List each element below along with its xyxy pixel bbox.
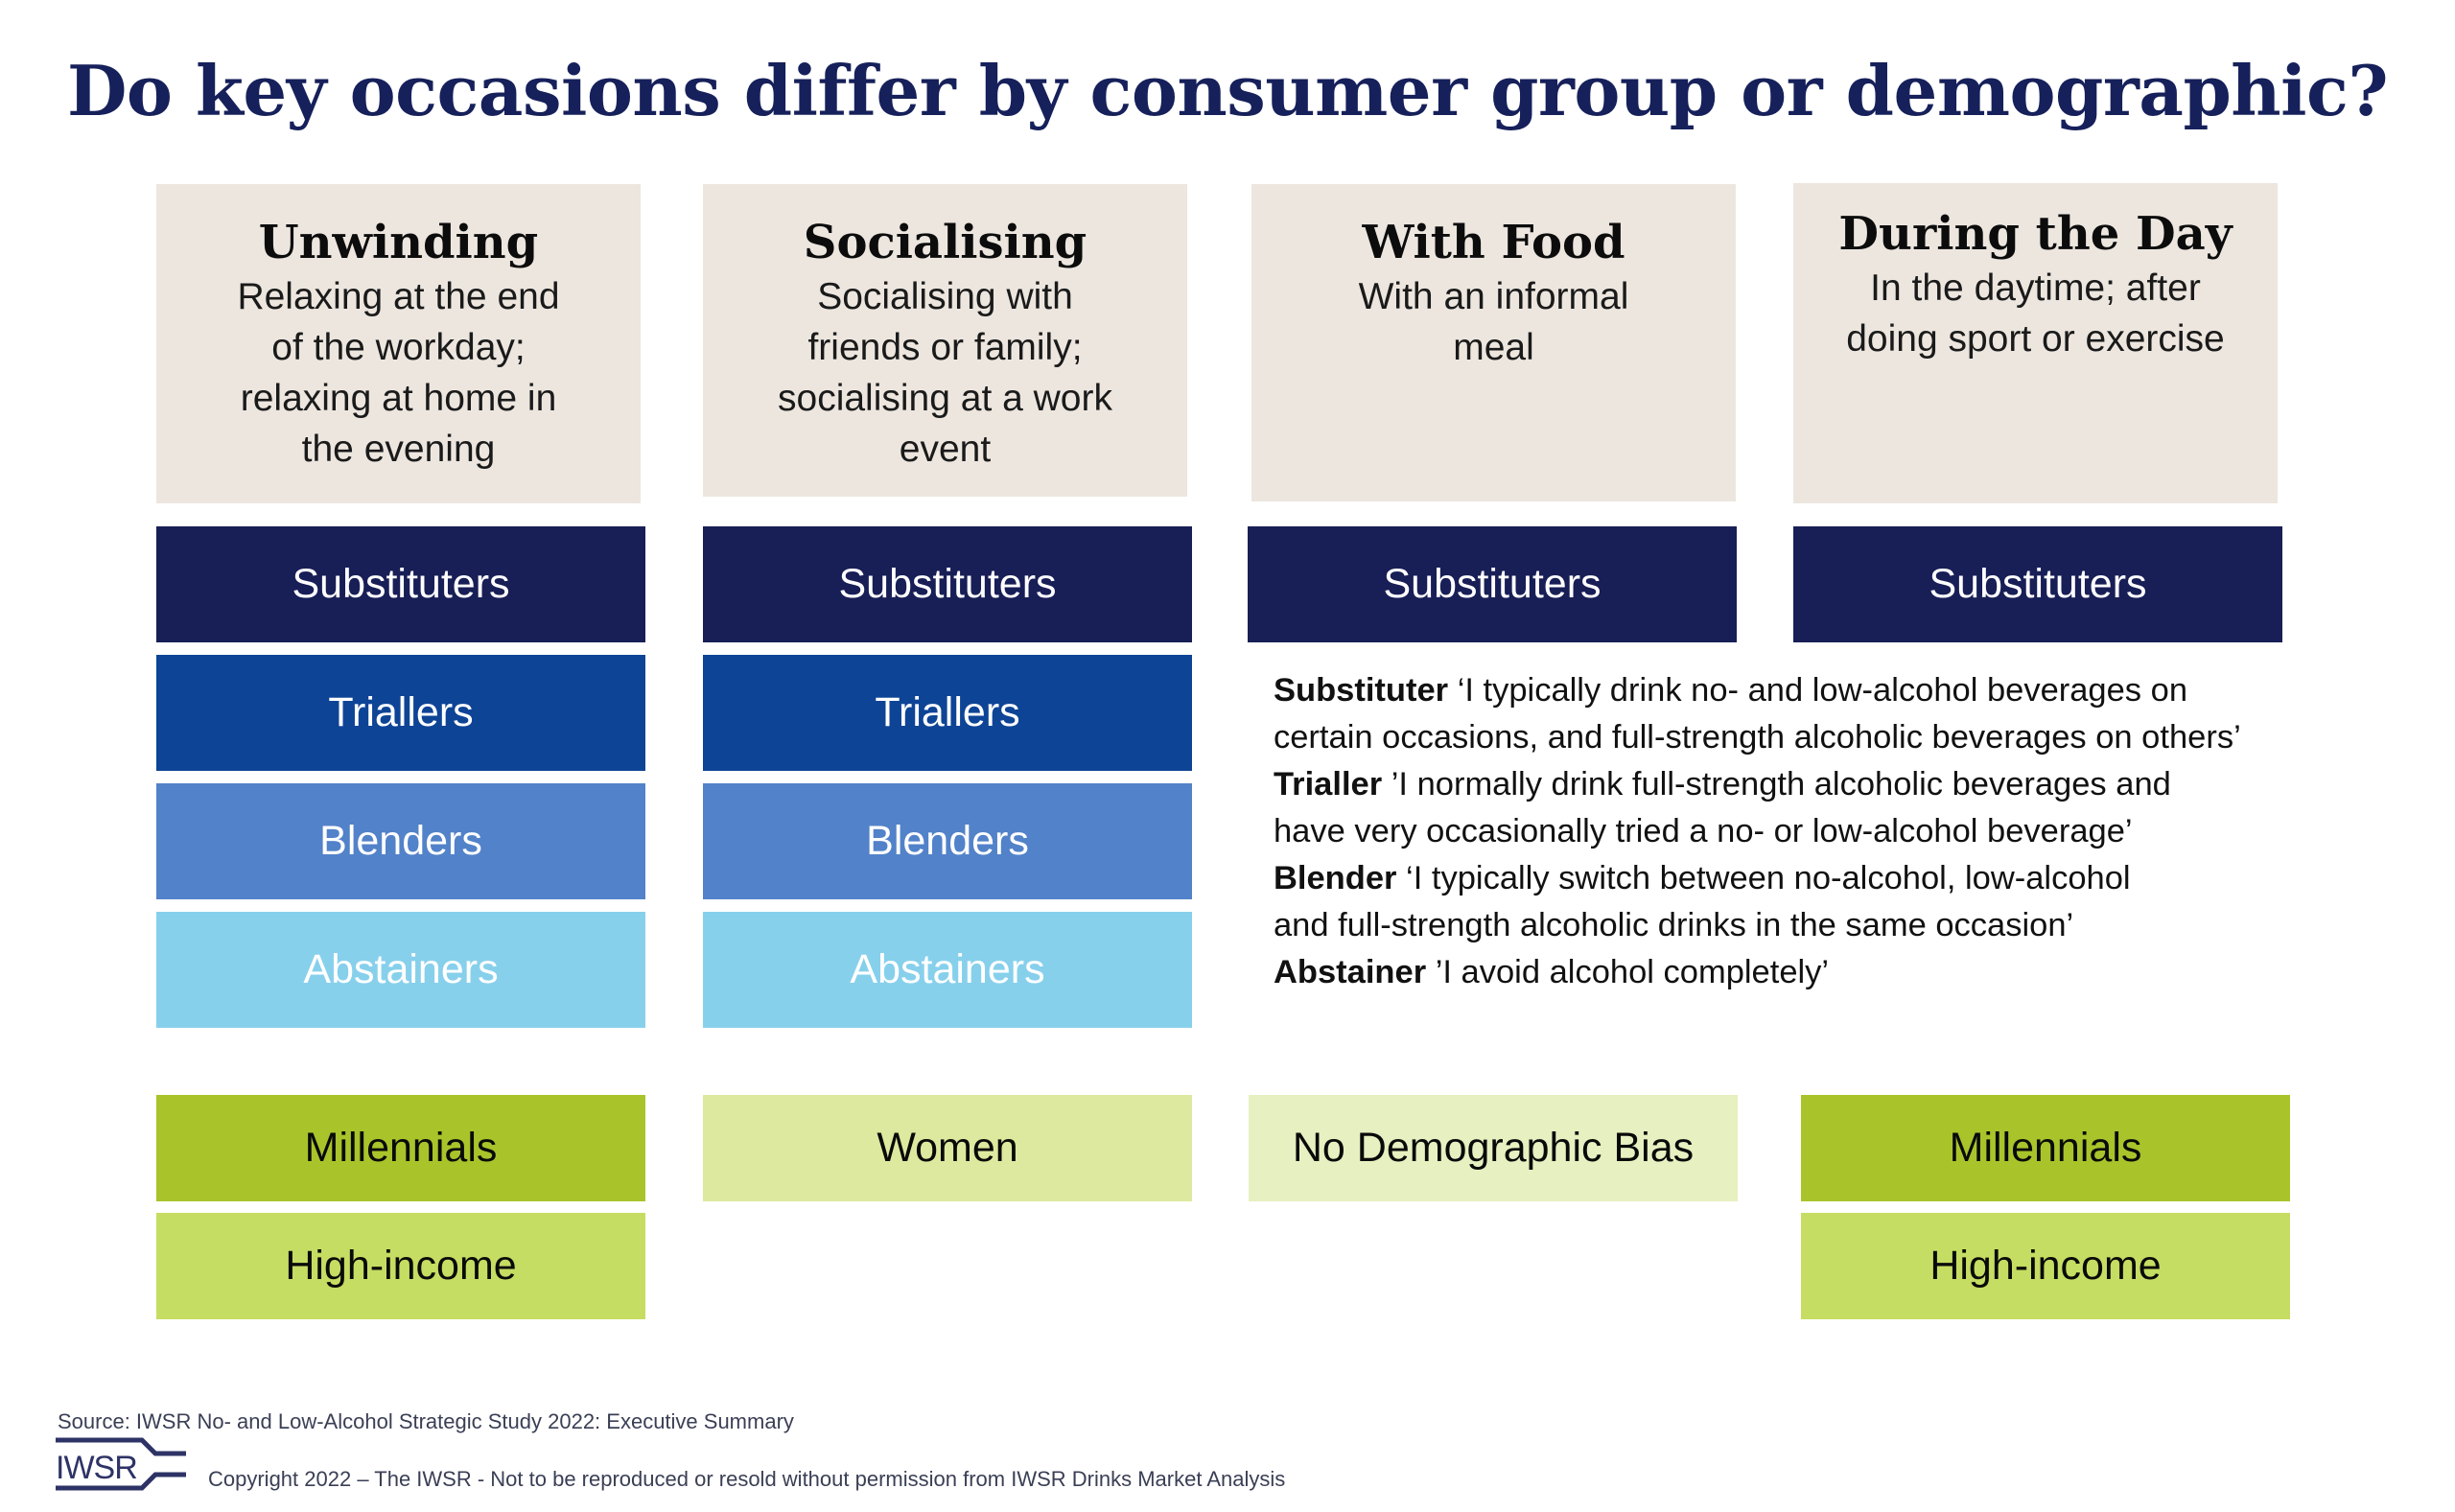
- occasion-heading: Socialising: [803, 216, 1087, 269]
- demographic-high-income: High-income: [1801, 1213, 2290, 1319]
- demographic-high-income: High-income: [156, 1213, 645, 1319]
- occasion-card-socialising: Socialising Socialising with friends or …: [703, 184, 1187, 497]
- definition-term: Blender: [1274, 860, 1397, 896]
- definition-text: ‘I typically switch between no-alcohol, …: [1406, 860, 2131, 896]
- description-line: of the workday;: [271, 327, 526, 368]
- occasion-heading: With Food: [1362, 216, 1625, 269]
- group-label: Substituters: [838, 561, 1057, 607]
- group-blenders: Blenders: [703, 783, 1192, 899]
- group-abstainers: Abstainers: [156, 912, 645, 1028]
- group-label: Blenders: [319, 818, 482, 864]
- definition-line: certain occasions, and full-strength alc…: [1274, 719, 2241, 756]
- description-line: Relaxing at the end: [237, 276, 560, 317]
- demographic-millennials: Millennials: [156, 1095, 645, 1201]
- definition-term: Substituter: [1274, 672, 1449, 709]
- description-line: relaxing at home in: [240, 378, 557, 419]
- definition-term: Trialler: [1274, 766, 1383, 803]
- demographic-label: High-income: [285, 1243, 517, 1289]
- occasion-card-during-the-day: During the Day In the daytime; after doi…: [1793, 183, 2278, 503]
- group-label: Triallers: [875, 689, 1020, 735]
- demographic-label: Women: [877, 1125, 1018, 1171]
- demographic-millennials: Millennials: [1801, 1095, 2290, 1201]
- definition-text: ’I normally drink full-strength alcoholi…: [1391, 766, 2171, 803]
- source-note: Source: IWSR No- and Low-Alcohol Strateg…: [58, 1409, 794, 1433]
- group-triallers: Triallers: [156, 655, 645, 771]
- occasion-description: Relaxing at the end of the workday; rela…: [156, 271, 641, 475]
- group-label: Abstainers: [303, 946, 499, 992]
- occasion-description: In the daytime; after doing sport or exe…: [1793, 263, 2278, 364]
- demographic-no-bias: No Demographic Bias: [1249, 1095, 1738, 1201]
- description-line: the evening: [301, 429, 496, 470]
- description-line: Socialising with: [817, 276, 1073, 317]
- demographic-label: High-income: [1929, 1243, 2162, 1289]
- demographic-label: No Demographic Bias: [1292, 1125, 1695, 1171]
- consumer-group-definitions: Substituter ‘I typically drink no- and l…: [1274, 667, 2328, 996]
- group-blenders: Blenders: [156, 783, 645, 899]
- group-substituters: Substituters: [703, 526, 1192, 642]
- description-line: In the daytime; after: [1870, 268, 2201, 309]
- group-label: Abstainers: [850, 946, 1045, 992]
- definition-line: Trialler ’I normally drink full-strength…: [1274, 761, 2328, 808]
- group-triallers: Triallers: [703, 655, 1192, 771]
- definition-text: ’I avoid alcohol completely’: [1435, 954, 1830, 990]
- description-line: doing sport or exercise: [1846, 318, 2225, 360]
- group-label: Substituters: [292, 561, 510, 607]
- iwsr-logo-text: IWSR: [56, 1450, 138, 1486]
- description-line: meal: [1453, 327, 1534, 368]
- definition-line: and full-strength alcoholic drinks in th…: [1274, 907, 2074, 943]
- description-line: event: [899, 429, 992, 470]
- group-substituters: Substituters: [156, 526, 645, 642]
- description-line: With an informal: [1358, 276, 1629, 317]
- demographic-label: Millennials: [304, 1125, 498, 1171]
- occasion-card-unwinding: Unwinding Relaxing at the end of the wor…: [156, 184, 641, 503]
- definition-line: have very occasionally tried a no- or lo…: [1274, 813, 2133, 849]
- group-abstainers: Abstainers: [703, 912, 1192, 1028]
- definition-term: Abstainer: [1274, 954, 1427, 990]
- occasion-heading: Unwinding: [258, 216, 539, 269]
- group-substituters: Substituters: [1248, 526, 1737, 642]
- demographic-label: Millennials: [1949, 1125, 2142, 1171]
- description-line: socialising at a work: [778, 378, 1112, 419]
- occasion-description: With an informal meal: [1251, 271, 1736, 373]
- definition-line: Abstainer ’I avoid alcohol completely’: [1274, 949, 2328, 996]
- group-label: Substituters: [1383, 561, 1602, 607]
- group-label: Blenders: [866, 818, 1029, 864]
- occasion-description: Socialising with friends or family; soci…: [703, 271, 1187, 475]
- definition-line: Blender ‘I typically switch between no-a…: [1274, 855, 2328, 902]
- definition-text: ‘I typically drink no- and low-alcohol b…: [1457, 672, 2188, 709]
- demographic-women: Women: [703, 1095, 1192, 1201]
- definition-line: Substituter ‘I typically drink no- and l…: [1274, 667, 2328, 714]
- description-line: friends or family;: [807, 327, 1083, 368]
- occasion-card-with-food: With Food With an informal meal: [1251, 184, 1736, 501]
- copyright-note: Copyright 2022 – The IWSR - Not to be re…: [208, 1467, 1286, 1491]
- group-label: Substituters: [1929, 561, 2147, 607]
- page-title: Do key occasions differ by consumer grou…: [66, 50, 2389, 131]
- group-substituters: Substituters: [1793, 526, 2282, 642]
- occasion-heading: During the Day: [1838, 207, 2233, 261]
- group-label: Triallers: [328, 689, 474, 735]
- iwsr-logo-bottle-icon: [56, 1437, 186, 1491]
